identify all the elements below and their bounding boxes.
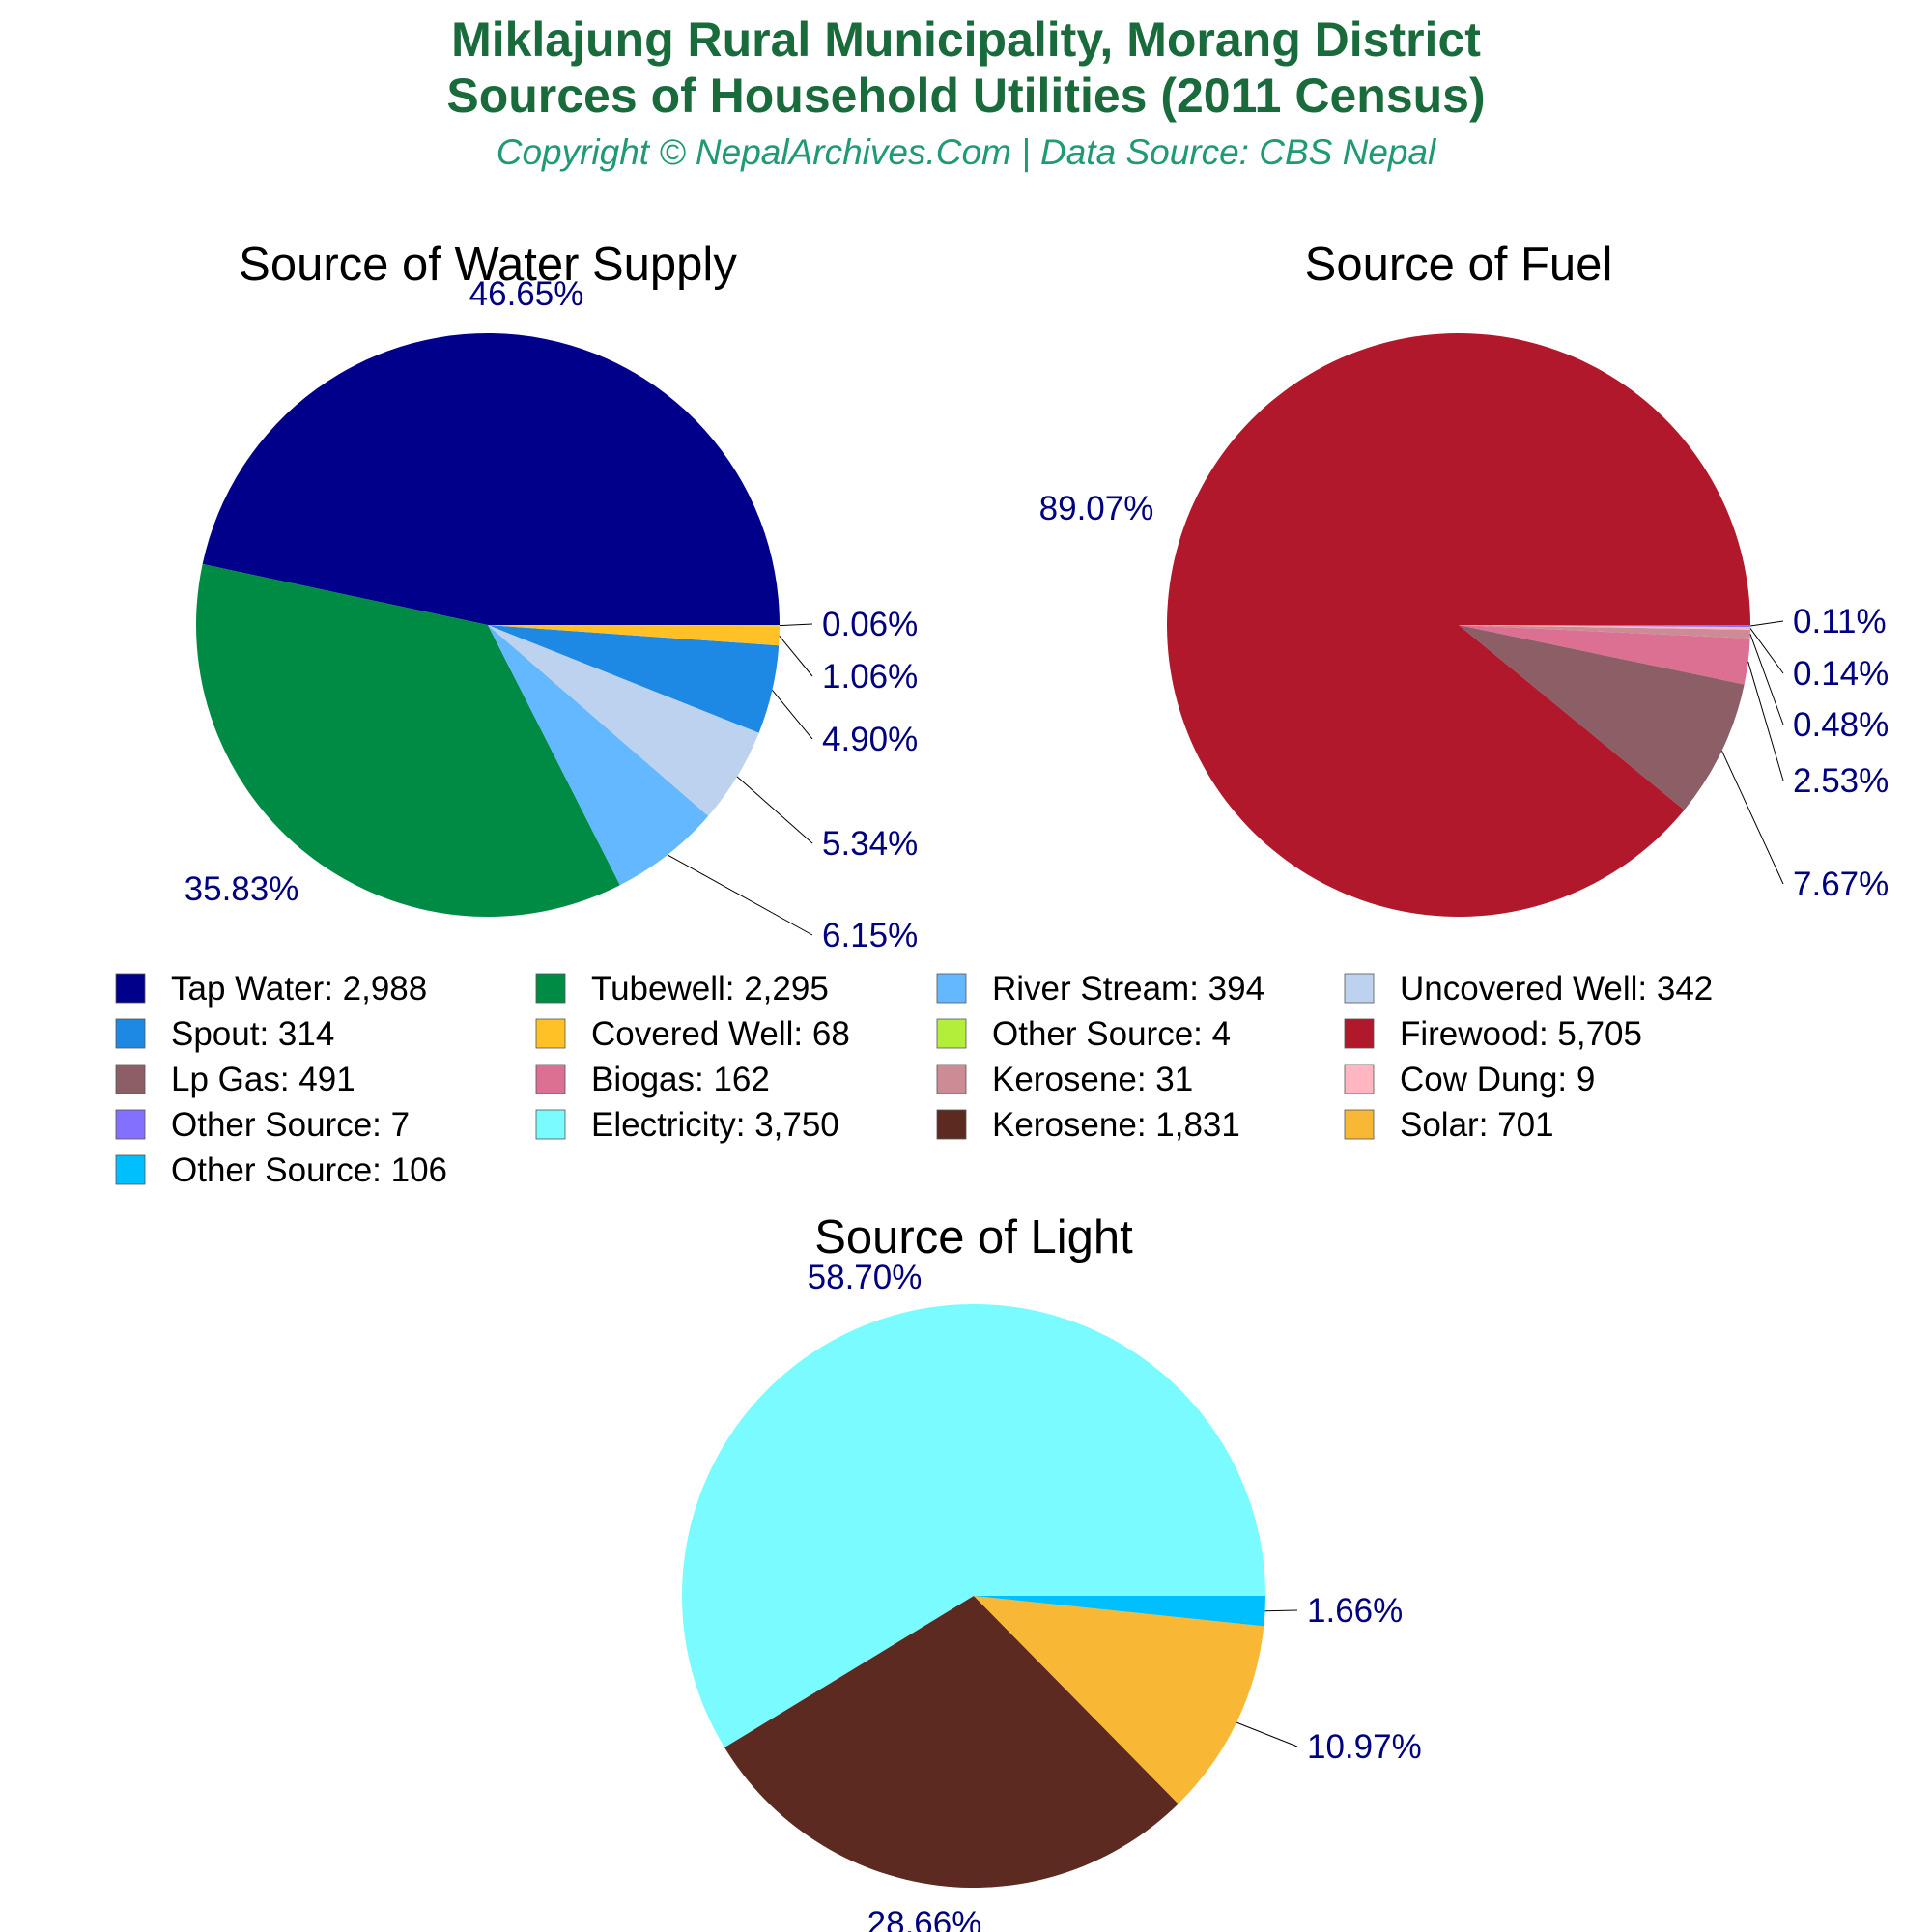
legend-label-2: River Stream: 394 <box>992 970 1264 1008</box>
pie-1-slice-0 <box>1167 332 1750 917</box>
pie-0-label-5: 1.06% <box>822 658 918 696</box>
pie-1-leader-3 <box>1749 634 1784 725</box>
pie-0-label-0: 46.65% <box>469 275 584 313</box>
legend-swatch-15 <box>1344 1109 1375 1140</box>
legend-swatch-6 <box>936 1018 967 1049</box>
legend-label-10: Kerosene: 31 <box>992 1061 1193 1098</box>
legend-label-11: Cow Dung: 9 <box>1400 1061 1595 1098</box>
legend-swatch-3 <box>1344 973 1375 1004</box>
legend-swatch-10 <box>936 1064 967 1094</box>
pie-2-label-3: 1.66% <box>1307 1592 1403 1630</box>
legend-swatch-13 <box>535 1109 566 1140</box>
main-title-line1: Miklajung Rural Municipality, Morang Dis… <box>451 13 1481 67</box>
pie-2-slice-1 <box>724 1596 1179 1888</box>
fuel-pie: Source of Fuel 89.07% 7.67% 2.53% 0.48% 0.14%… <box>1039 239 1889 917</box>
main-title-line2: Sources of Household Utilities (2011 Cen… <box>446 69 1485 123</box>
legend-swatch-1 <box>535 973 566 1004</box>
pie-1-slice-5 <box>1459 625 1750 628</box>
legend-label-3: Uncovered Well: 342 <box>1400 970 1713 1008</box>
legend-label-7: Firewood: 5,705 <box>1400 1015 1642 1053</box>
pie-1-leader-4 <box>1749 628 1784 674</box>
pie-1-slice-2 <box>1459 625 1750 685</box>
legend-swatch-12 <box>115 1109 146 1140</box>
subtitle: Copyright © NepalArchives.Com | Data Sou… <box>497 132 1437 172</box>
pie-1-label-4: 0.14% <box>1793 655 1889 693</box>
pie-2-slice-0 <box>682 1303 1265 1748</box>
pie-2-leader-2 <box>1236 1721 1298 1747</box>
legend-swatch-2 <box>936 973 967 1004</box>
pie-0-label-1: 35.83% <box>185 870 299 908</box>
legend-label-1: Tubewell: 2,295 <box>591 970 829 1008</box>
pie-1-leader-2 <box>1747 661 1784 781</box>
pie-1-label-5: 0.11% <box>1793 603 1887 640</box>
legend-label-0: Tap Water: 2,988 <box>171 970 427 1008</box>
legend-label-13: Electricity: 3,750 <box>591 1106 839 1144</box>
pie-2-slice-3 <box>974 1596 1265 1627</box>
pie-2-leader-3 <box>1264 1609 1298 1612</box>
pie-1-label-0: 89.07% <box>1039 490 1154 527</box>
pie-2-slice-2 <box>974 1596 1264 1804</box>
legend-label-5: Covered Well: 68 <box>591 1015 850 1053</box>
pie-title-1: Source of Fuel <box>1305 239 1613 291</box>
legend-label-15: Solar: 701 <box>1400 1106 1554 1144</box>
pie-title-0: Source of Water Supply <box>239 239 737 291</box>
legend-swatch-7 <box>1344 1018 1375 1049</box>
pie-0-label-3: 5.34% <box>822 825 918 863</box>
legend-label-6: Other Source: 4 <box>992 1015 1231 1053</box>
legend-swatch-11 <box>1344 1064 1375 1094</box>
legend-swatch-9 <box>535 1064 566 1094</box>
pie-1-slice-1 <box>1459 625 1745 810</box>
pie-2-label-1: 28.66% <box>867 1905 982 1932</box>
pie-0-slice-0 <box>202 332 780 625</box>
pie-2-label-2: 10.97% <box>1307 1728 1422 1766</box>
pie-title-2: Source of Light <box>814 1211 1133 1264</box>
pie-0-leader-4 <box>772 689 813 740</box>
pie-0-slice-2 <box>488 625 709 886</box>
pie-0-label-2: 6.15% <box>822 917 918 954</box>
pie-0-leader-3 <box>736 776 813 844</box>
legend-swatch-8 <box>115 1064 146 1094</box>
legend-label-16: Other Source: 106 <box>171 1151 447 1189</box>
pie-1-label-1: 7.67% <box>1793 866 1889 903</box>
legend-label-12: Other Source: 7 <box>171 1106 410 1144</box>
legend-label-9: Biogas: 162 <box>591 1061 770 1098</box>
legend-label-14: Kerosene: 1,831 <box>992 1106 1240 1144</box>
pie-0-slice-1 <box>195 563 620 918</box>
legend-swatch-4 <box>115 1018 146 1049</box>
pie-1-label-3: 0.48% <box>1793 706 1889 744</box>
legend-swatch-5 <box>535 1018 566 1049</box>
legend-label-8: Lp Gas: 491 <box>171 1061 355 1098</box>
pie-0-leader-2 <box>667 854 813 936</box>
pie-1-label-2: 2.53% <box>1793 762 1889 800</box>
legend-label-4: Spout: 314 <box>171 1015 334 1053</box>
pie-0-label-6: 0.06% <box>822 606 918 643</box>
pie-1-slice-3 <box>1459 625 1750 639</box>
pie-0-slice-3 <box>488 625 759 816</box>
pie-0-slice-4 <box>488 625 780 733</box>
pie-1-slice-4 <box>1459 625 1750 630</box>
pie-0-leader-5 <box>779 635 813 677</box>
pie-0-slice-6 <box>488 625 781 627</box>
legend: Tap Water: 2,988 Tubewell: 2,295 River Str… <box>115 970 1713 1189</box>
pie-0-slice-5 <box>488 625 780 646</box>
pie-0-label-4: 4.90% <box>822 721 918 758</box>
pie-0-leader-6 <box>779 623 813 627</box>
pie-1-leader-5 <box>1749 620 1784 627</box>
legend-swatch-14 <box>936 1109 967 1140</box>
legend-swatch-16 <box>115 1154 146 1185</box>
pie-2-label-0: 58.70% <box>808 1259 923 1296</box>
legend-swatch-0 <box>115 973 146 1004</box>
pie-1-leader-1 <box>1721 750 1784 885</box>
